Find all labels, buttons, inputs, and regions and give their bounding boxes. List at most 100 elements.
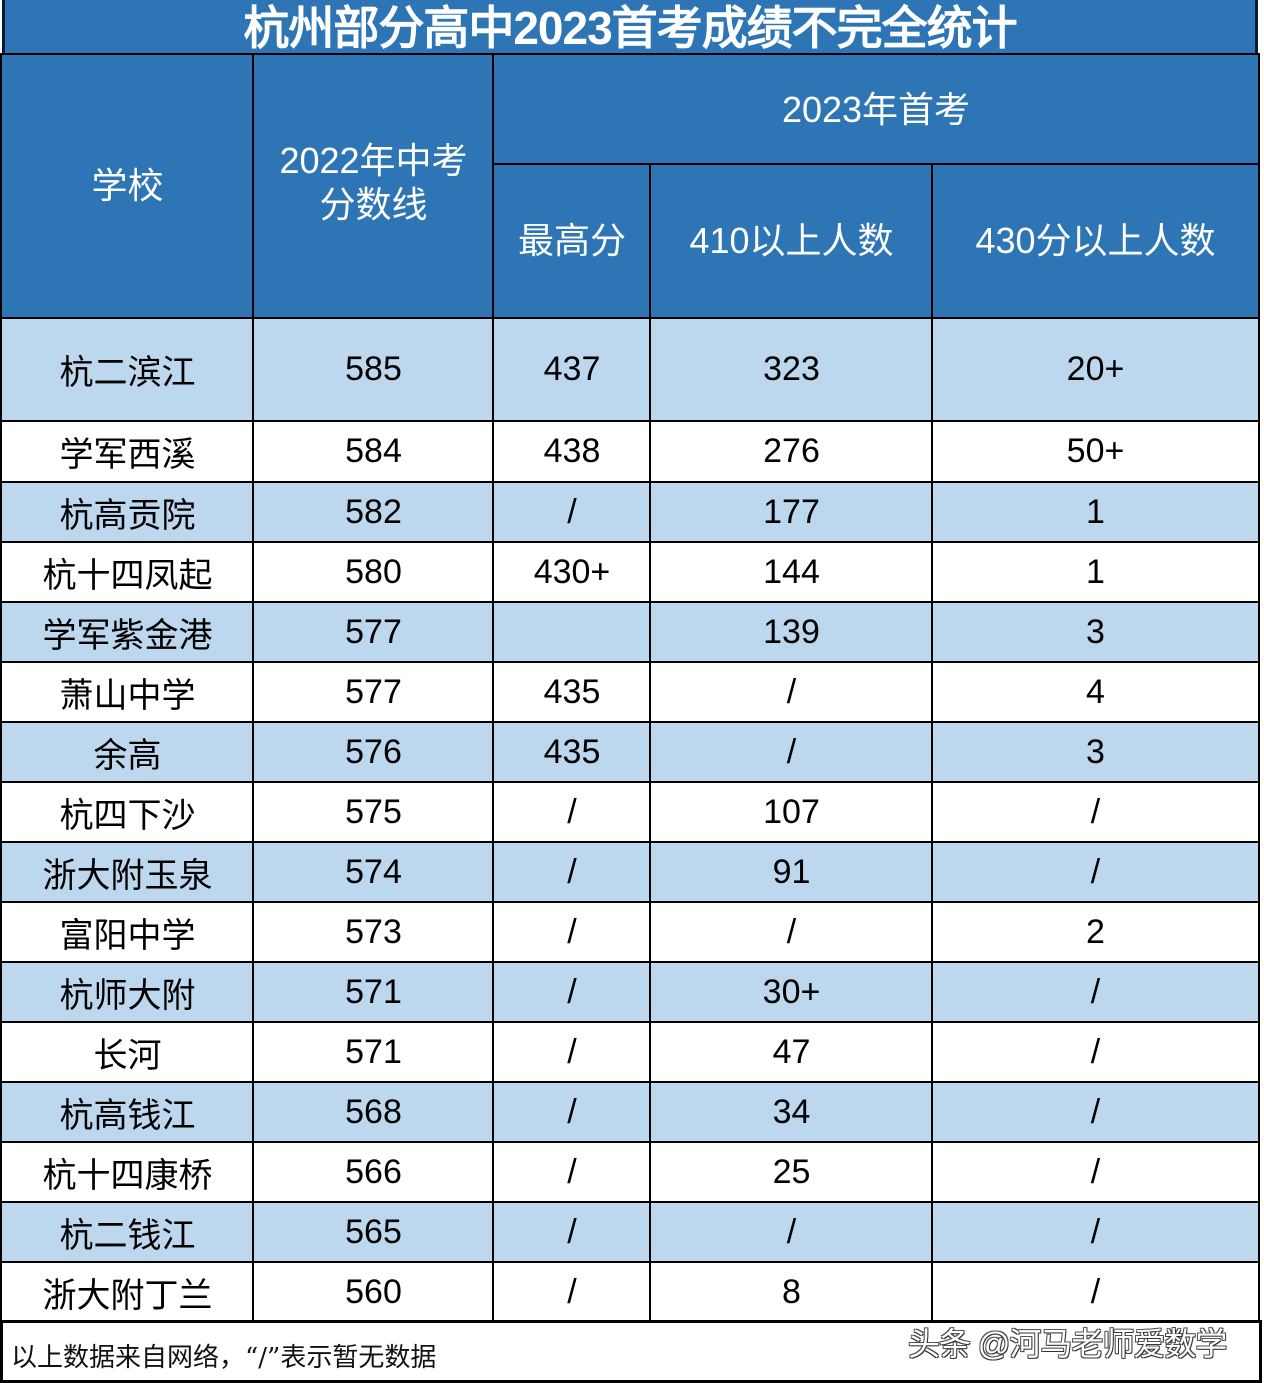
cell-max-score: 435 [492, 661, 652, 723]
school-value: 杭十四康桥 [42, 1156, 213, 1195]
above-410-value: 323 [763, 350, 820, 388]
above-430-value: 4 [1086, 672, 1105, 711]
cell-above-410: 276 [649, 420, 934, 483]
max-score-value: / [567, 492, 577, 531]
cell-above-430: / [931, 1021, 1260, 1083]
above-430-value: 3 [1086, 732, 1105, 771]
header-group-2023: 2023年首考 [492, 53, 1260, 166]
cutoff-2022-value: 577 [345, 612, 402, 651]
school-value: 浙大附玉泉 [42, 856, 213, 895]
above-430-value: 1 [1086, 492, 1105, 531]
header-above-430-label: 430分以上人数 [975, 220, 1216, 261]
cutoff-2022-value: 576 [345, 732, 402, 771]
cell-cutoff-2022: 571 [252, 961, 495, 1023]
max-score-value: / [567, 792, 577, 831]
school-value: 浙大附丁兰 [42, 1277, 213, 1315]
cell-above-430: / [931, 1201, 1260, 1263]
max-score-value: 435 [543, 672, 601, 711]
cell-cutoff-2022: 576 [252, 721, 495, 783]
above-430-value: / [1090, 792, 1101, 831]
cell-above-410: 177 [649, 481, 934, 543]
above-410-value: / [786, 1212, 797, 1251]
school-value: 学军紫金港 [42, 616, 213, 655]
above-430-value: / [1090, 1032, 1101, 1071]
above-410-value: 91 [772, 852, 811, 891]
cell-cutoff-2022: 580 [252, 541, 495, 603]
header-max-score-label: 最高分 [517, 220, 626, 261]
footer-note: 以上数据来自网络，“/”表示暂无数据 [11, 1343, 437, 1373]
cell-cutoff-2022: 566 [252, 1141, 495, 1203]
cell-above-410: / [649, 661, 934, 723]
cell-school: 浙大附丁兰 [0, 1261, 255, 1324]
cell-max-score: / [492, 1261, 652, 1324]
cutoff-2022-value: 560 [345, 1273, 402, 1311]
above-430-value: 50+ [1066, 432, 1125, 470]
cell-above-410: 139 [649, 601, 934, 663]
header-cutoff-line1: 2022年中考 [279, 140, 468, 181]
cell-max-score: / [492, 781, 652, 843]
cell-above-430: / [931, 841, 1260, 903]
cutoff-2022-value: 573 [345, 912, 402, 951]
cell-school: 杭高钱江 [0, 1081, 255, 1143]
cell-school: 杭师大附 [0, 961, 255, 1023]
cutoff-2022-value: 575 [345, 792, 402, 831]
cell-cutoff-2022: 582 [252, 481, 495, 543]
cell-school: 杭二钱江 [0, 1201, 255, 1263]
cell-school: 杭高贡院 [0, 481, 255, 543]
cell-above-430: 1 [931, 541, 1260, 603]
cell-above-410: / [649, 721, 934, 783]
cell-max-score: / [492, 841, 652, 903]
cell-max-score: 435 [492, 721, 652, 783]
cutoff-2022-value: 580 [345, 552, 402, 591]
cell-max-score [492, 601, 652, 663]
above-430-value: / [1090, 972, 1101, 1011]
above-410-value: / [786, 912, 797, 951]
above-410-value: 276 [763, 432, 820, 470]
cutoff-2022-value: 565 [345, 1212, 402, 1251]
cell-school: 杭二滨江 [0, 317, 255, 422]
school-value: 杭四下沙 [59, 796, 196, 835]
above-430-value: / [1090, 1273, 1101, 1311]
cell-above-410: 47 [649, 1021, 934, 1083]
above-410-value: 25 [772, 1152, 811, 1191]
cell-above-430: 50+ [931, 420, 1260, 483]
cell-school: 余高 [0, 721, 255, 783]
header-group-2023-label: 2023年首考 [781, 88, 971, 130]
cell-above-430: / [931, 781, 1260, 843]
max-score-value: / [567, 1092, 577, 1131]
cell-cutoff-2022: 584 [252, 420, 495, 483]
max-score-value: / [567, 912, 577, 951]
school-value: 杭师大附 [59, 976, 196, 1015]
cell-above-430: 3 [931, 721, 1260, 783]
above-410-value: 177 [763, 492, 820, 531]
above-430-value: / [1090, 852, 1101, 891]
above-430-value: / [1090, 1152, 1101, 1191]
max-score-value: 438 [543, 432, 601, 470]
max-score-value: / [567, 972, 577, 1011]
cell-school: 富阳中学 [0, 901, 255, 963]
header-above-410-label: 410以上人数 [689, 220, 894, 261]
school-value: 杭高钱江 [59, 1096, 196, 1135]
cell-above-430: / [931, 1141, 1260, 1203]
header-max-score: 最高分 [492, 163, 652, 319]
max-score-value: / [567, 1273, 577, 1311]
cell-cutoff-2022: 577 [252, 601, 495, 663]
cell-cutoff-2022: 565 [252, 1201, 495, 1263]
above-430-value: 20+ [1066, 350, 1125, 388]
cutoff-2022-value: 568 [345, 1092, 402, 1131]
max-score-value: 430+ [533, 552, 611, 591]
cell-max-score: / [492, 1021, 652, 1083]
max-score-value: / [567, 852, 577, 891]
above-410-value: 107 [763, 792, 820, 831]
above-410-value: 47 [772, 1032, 811, 1071]
school-value: 杭十四凤起 [42, 556, 213, 595]
above-410-value: 139 [763, 612, 820, 651]
above-430-value: 1 [1086, 552, 1105, 591]
header-school: 学校 [0, 53, 255, 319]
cutoff-2022-value: 574 [345, 852, 402, 891]
cell-above-430: 4 [931, 661, 1260, 723]
max-score-value: 435 [543, 732, 601, 771]
max-score-value: 437 [543, 350, 601, 388]
cell-above-410: 91 [649, 841, 934, 903]
above-430-value: 3 [1086, 612, 1105, 651]
